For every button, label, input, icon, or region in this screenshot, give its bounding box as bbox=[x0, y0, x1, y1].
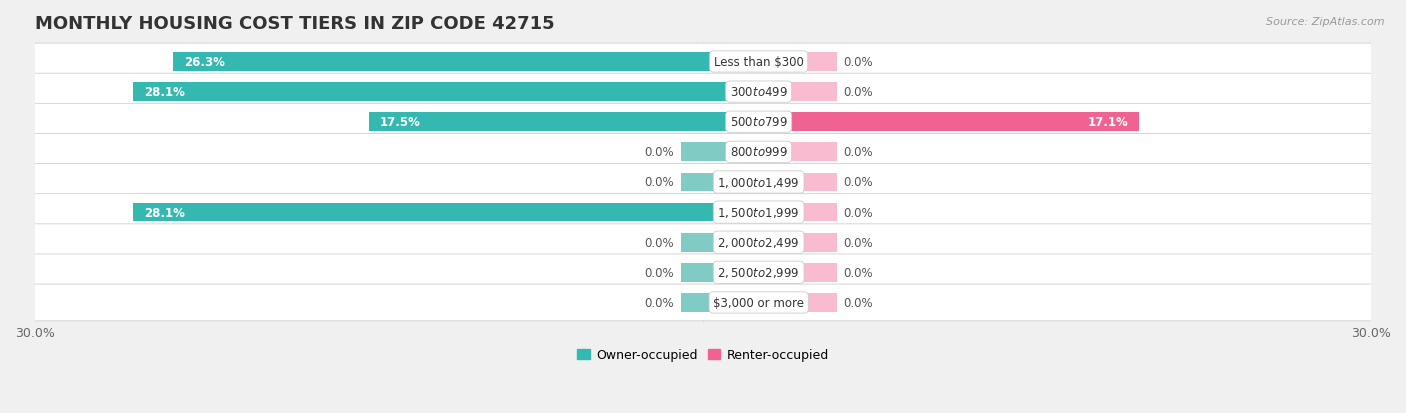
FancyBboxPatch shape bbox=[25, 164, 1381, 201]
Text: MONTHLY HOUSING COST TIERS IN ZIP CODE 42715: MONTHLY HOUSING COST TIERS IN ZIP CODE 4… bbox=[35, 15, 554, 33]
Text: 0.0%: 0.0% bbox=[644, 236, 673, 249]
Text: 0.0%: 0.0% bbox=[844, 266, 873, 279]
Bar bbox=[681, 143, 759, 162]
Text: $3,000 or more: $3,000 or more bbox=[713, 296, 804, 309]
Text: 0.0%: 0.0% bbox=[844, 86, 873, 99]
Text: $2,000 to $2,499: $2,000 to $2,499 bbox=[717, 236, 800, 249]
Text: 0.0%: 0.0% bbox=[644, 146, 673, 159]
Text: Less than $300: Less than $300 bbox=[714, 56, 804, 69]
Text: 17.5%: 17.5% bbox=[380, 116, 420, 129]
FancyBboxPatch shape bbox=[25, 74, 1381, 111]
Bar bbox=[681, 293, 759, 312]
Text: $500 to $799: $500 to $799 bbox=[730, 116, 787, 129]
Bar bbox=[173, 53, 759, 71]
Text: 0.0%: 0.0% bbox=[844, 56, 873, 69]
Bar bbox=[368, 113, 759, 132]
Bar bbox=[134, 203, 759, 222]
Text: $1,000 to $1,499: $1,000 to $1,499 bbox=[717, 176, 800, 190]
Bar bbox=[759, 113, 1139, 132]
Bar bbox=[759, 143, 837, 162]
Text: 0.0%: 0.0% bbox=[844, 296, 873, 309]
Bar bbox=[681, 173, 759, 192]
FancyBboxPatch shape bbox=[25, 254, 1381, 291]
Text: 0.0%: 0.0% bbox=[644, 266, 673, 279]
Bar bbox=[759, 173, 837, 192]
Text: 26.3%: 26.3% bbox=[184, 56, 225, 69]
Bar bbox=[759, 203, 837, 222]
Text: 28.1%: 28.1% bbox=[143, 206, 186, 219]
Text: 0.0%: 0.0% bbox=[844, 236, 873, 249]
Bar bbox=[759, 53, 837, 71]
Bar bbox=[759, 293, 837, 312]
Text: 17.1%: 17.1% bbox=[1088, 116, 1129, 129]
Text: 0.0%: 0.0% bbox=[844, 146, 873, 159]
FancyBboxPatch shape bbox=[25, 224, 1381, 261]
Text: $2,500 to $2,999: $2,500 to $2,999 bbox=[717, 266, 800, 280]
FancyBboxPatch shape bbox=[25, 44, 1381, 81]
Bar bbox=[681, 263, 759, 282]
Text: 0.0%: 0.0% bbox=[644, 296, 673, 309]
Text: Source: ZipAtlas.com: Source: ZipAtlas.com bbox=[1267, 17, 1385, 26]
Bar bbox=[759, 83, 837, 102]
Text: $800 to $999: $800 to $999 bbox=[730, 146, 787, 159]
Bar bbox=[759, 233, 837, 252]
Text: 0.0%: 0.0% bbox=[644, 176, 673, 189]
Bar bbox=[134, 83, 759, 102]
Text: $300 to $499: $300 to $499 bbox=[730, 86, 787, 99]
Text: $1,500 to $1,999: $1,500 to $1,999 bbox=[717, 206, 800, 220]
Bar bbox=[759, 263, 837, 282]
Text: 0.0%: 0.0% bbox=[844, 206, 873, 219]
FancyBboxPatch shape bbox=[25, 104, 1381, 141]
Legend: Owner-occupied, Renter-occupied: Owner-occupied, Renter-occupied bbox=[572, 343, 834, 366]
FancyBboxPatch shape bbox=[25, 194, 1381, 231]
FancyBboxPatch shape bbox=[25, 285, 1381, 321]
FancyBboxPatch shape bbox=[25, 134, 1381, 171]
Text: 28.1%: 28.1% bbox=[143, 86, 186, 99]
Bar bbox=[681, 233, 759, 252]
Text: 0.0%: 0.0% bbox=[844, 176, 873, 189]
